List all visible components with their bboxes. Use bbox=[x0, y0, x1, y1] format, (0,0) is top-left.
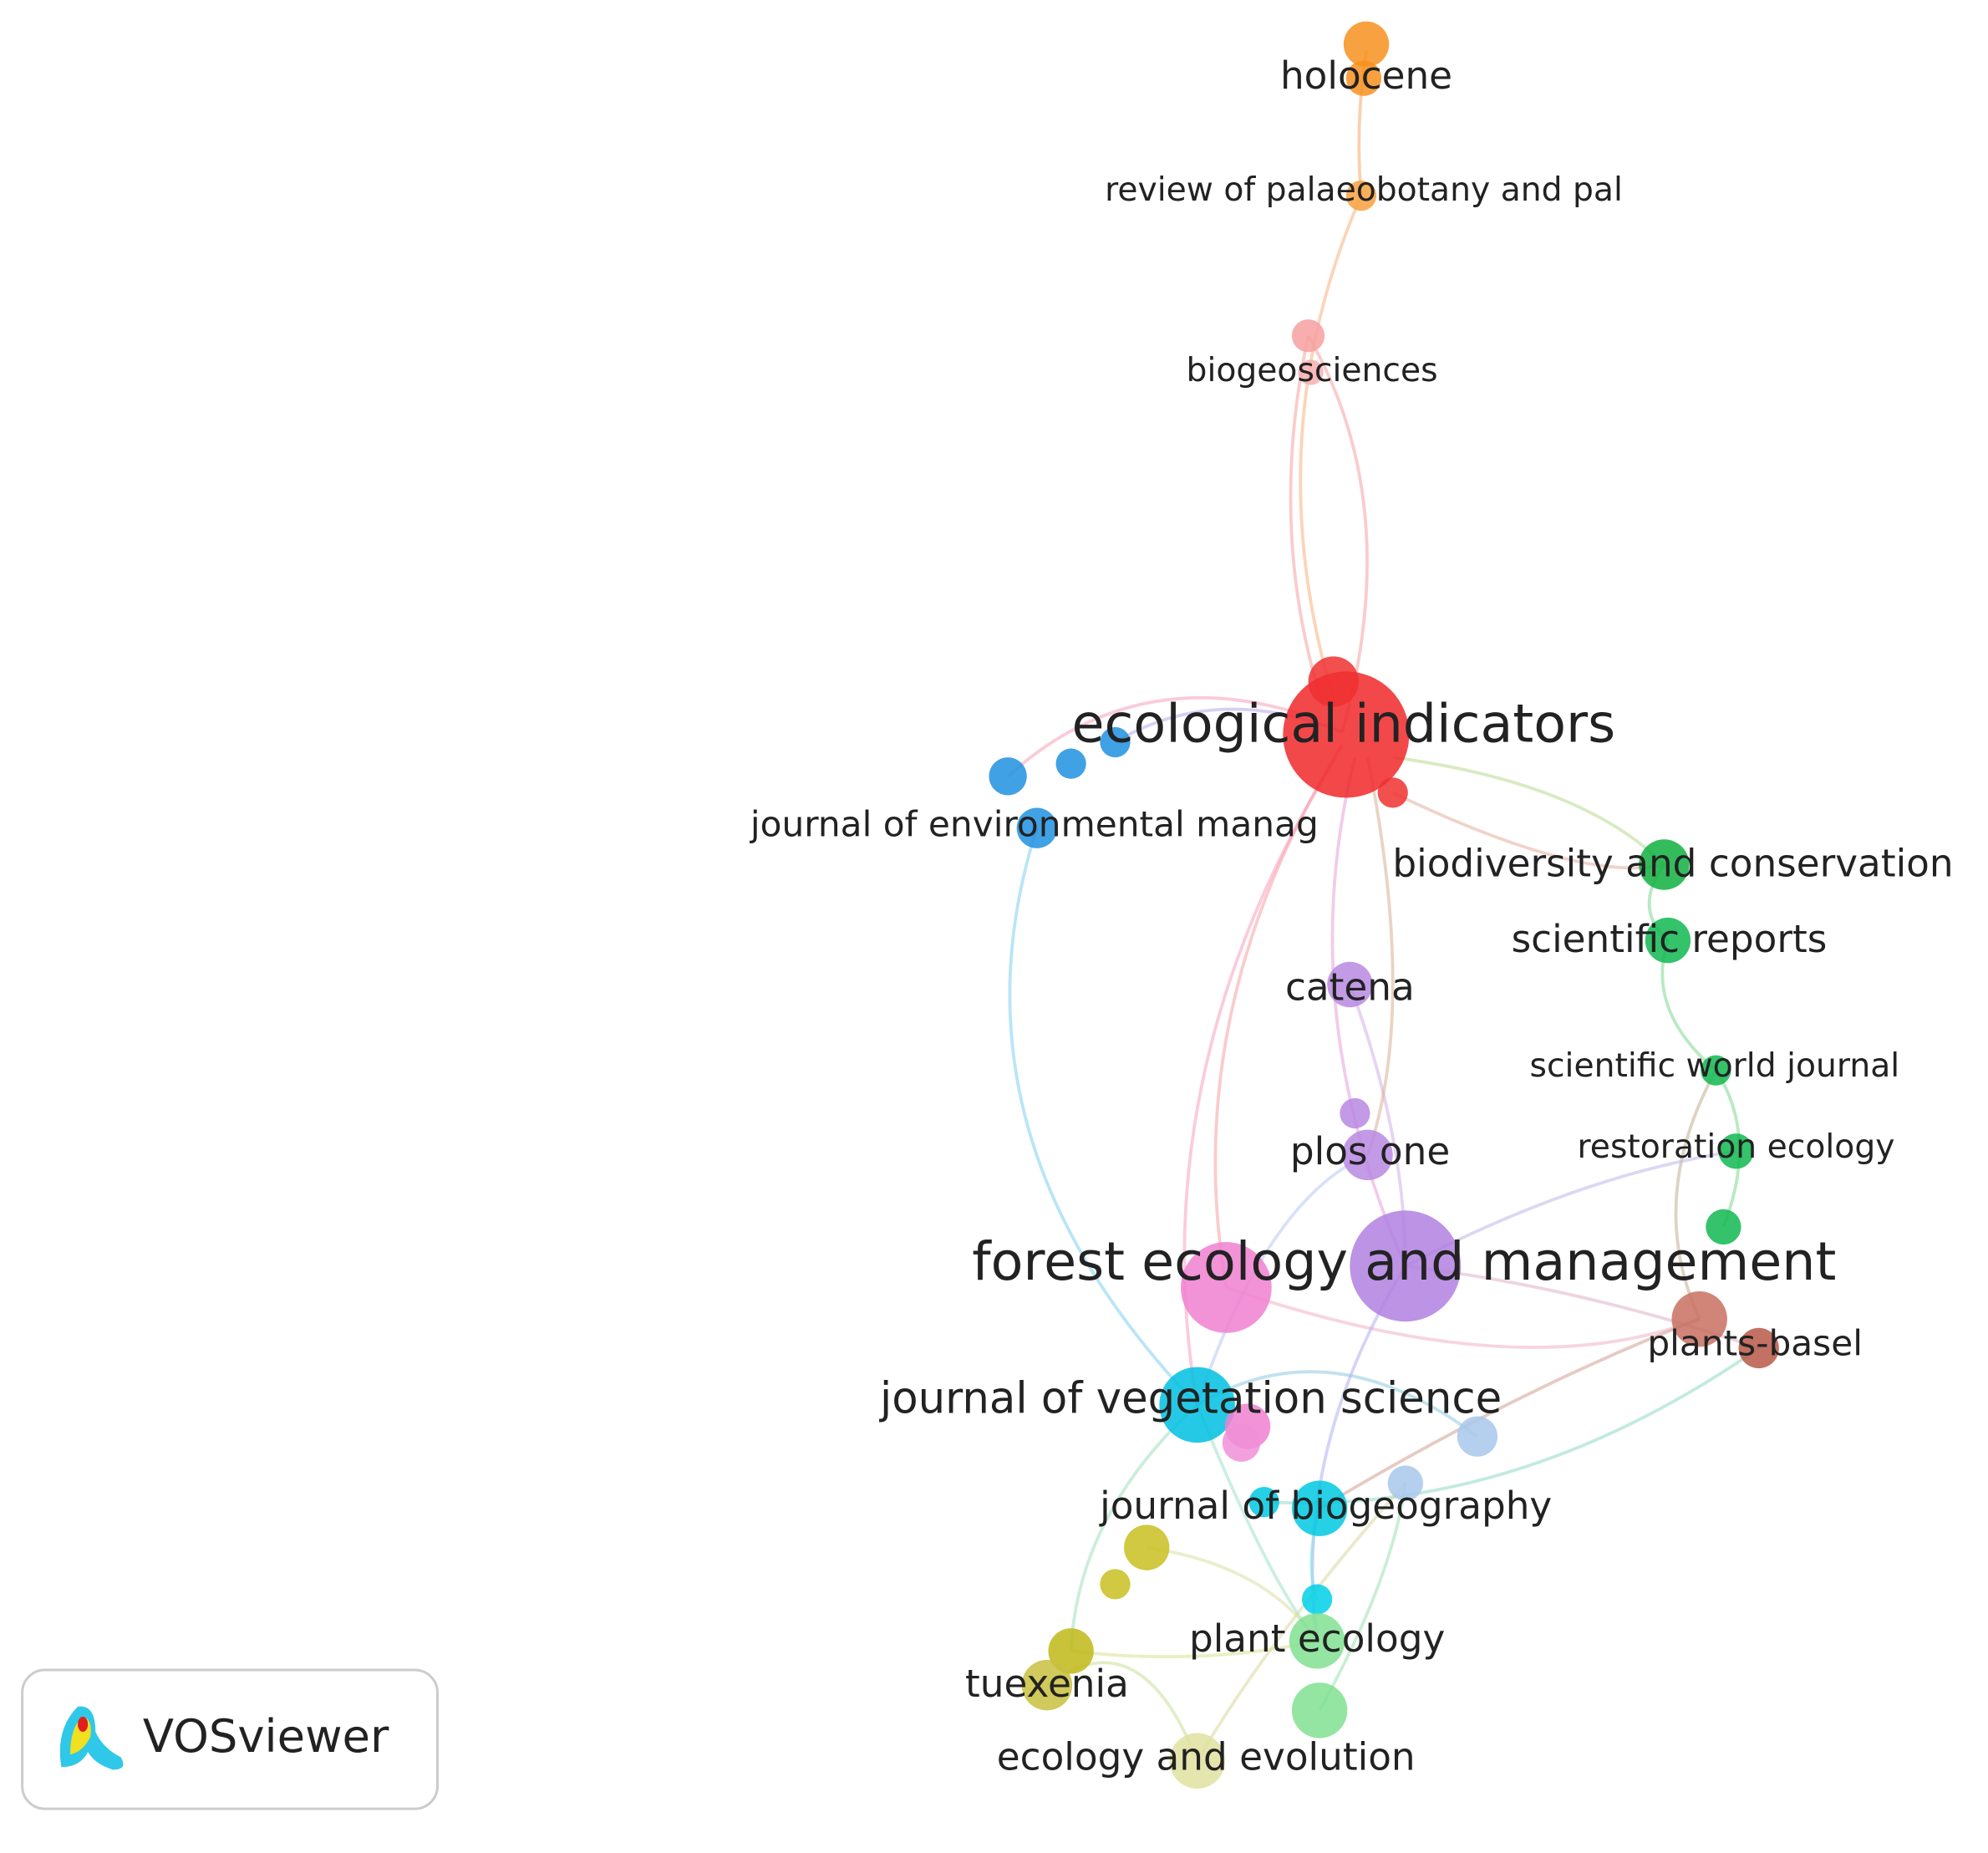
node-label: plant ecology bbox=[1189, 1616, 1445, 1661]
node bbox=[1671, 1290, 1727, 1347]
node bbox=[1387, 1465, 1423, 1501]
edge bbox=[1310, 1265, 1407, 1642]
node bbox=[1308, 656, 1359, 707]
edge bbox=[1306, 334, 1369, 733]
node bbox=[1159, 1367, 1235, 1443]
edge bbox=[1069, 1403, 1198, 1652]
node bbox=[1639, 839, 1690, 890]
node bbox=[1021, 1659, 1073, 1711]
node-label: review of palaeobotany and pal bbox=[1105, 171, 1623, 209]
node bbox=[1291, 319, 1325, 353]
edge bbox=[1289, 335, 1325, 708]
edge bbox=[1196, 1482, 1407, 1762]
node-label: plants-basel bbox=[1647, 1322, 1863, 1363]
node-label: ecology and evolution bbox=[997, 1735, 1416, 1779]
edge bbox=[1318, 1483, 1407, 1712]
node bbox=[1340, 1097, 1370, 1129]
nodes bbox=[989, 21, 1779, 1789]
node bbox=[989, 757, 1027, 796]
node-label: journal of environmental manag bbox=[750, 804, 1319, 845]
node bbox=[1283, 671, 1410, 798]
node bbox=[1055, 748, 1086, 779]
node bbox=[1100, 726, 1131, 758]
node-label: scientific reports bbox=[1512, 917, 1828, 961]
node bbox=[1100, 1569, 1131, 1600]
node bbox=[1181, 1242, 1272, 1333]
node-label: journal of vegetation science bbox=[879, 1373, 1502, 1423]
edge bbox=[1266, 1346, 1760, 1505]
edge bbox=[1195, 1153, 1369, 1406]
node-label: journal of biogeography bbox=[1099, 1484, 1552, 1528]
node-label: holocene bbox=[1280, 53, 1452, 98]
node-label: biogeosciences bbox=[1187, 352, 1438, 389]
logo-text: VOSviewer bbox=[143, 1710, 389, 1763]
node-label: plos one bbox=[1290, 1129, 1450, 1173]
edge bbox=[1319, 1317, 1701, 1510]
edge bbox=[1006, 695, 1318, 778]
node bbox=[1457, 1416, 1498, 1457]
node bbox=[1350, 1210, 1462, 1322]
node bbox=[1645, 917, 1691, 964]
node bbox=[1706, 1209, 1741, 1245]
node-label: biodiversity and conservation bbox=[1392, 842, 1953, 886]
node bbox=[1291, 1682, 1348, 1738]
node bbox=[1327, 961, 1373, 1008]
node bbox=[1248, 1487, 1279, 1518]
node-label: ecological indicators bbox=[1072, 692, 1616, 754]
node-label: scientific world journal bbox=[1530, 1047, 1900, 1085]
node bbox=[1377, 777, 1408, 808]
edge bbox=[1225, 1285, 1701, 1349]
node bbox=[1738, 1327, 1779, 1369]
edge bbox=[1674, 1069, 1717, 1320]
edge bbox=[1182, 756, 1338, 1406]
node bbox=[1289, 1613, 1345, 1669]
node bbox=[1301, 1584, 1333, 1615]
node bbox=[1016, 807, 1058, 848]
node bbox=[1124, 1525, 1170, 1570]
labels: holocene review of palaeobotany and pal … bbox=[750, 53, 1954, 1779]
edge bbox=[1008, 827, 1199, 1407]
node-label: catena bbox=[1285, 965, 1415, 1010]
edge bbox=[1196, 1370, 1479, 1438]
node-label: tuexenia bbox=[965, 1662, 1129, 1706]
node bbox=[1345, 60, 1382, 96]
edge bbox=[1365, 756, 1395, 1156]
logo-box bbox=[21, 1668, 440, 1810]
node bbox=[1343, 21, 1390, 68]
node-label: restoration ecology bbox=[1578, 1128, 1895, 1166]
node bbox=[1718, 1133, 1754, 1169]
edge bbox=[1330, 756, 1407, 1267]
node bbox=[1345, 180, 1377, 211]
node bbox=[1048, 1628, 1094, 1674]
node-label: forest ecology and management bbox=[972, 1230, 1836, 1292]
node bbox=[1222, 1423, 1261, 1462]
node bbox=[1169, 1733, 1225, 1789]
node bbox=[1342, 1129, 1393, 1181]
logo-icon bbox=[59, 1706, 124, 1770]
logo-icon bbox=[78, 1716, 89, 1733]
edge bbox=[1299, 195, 1363, 708]
edge bbox=[1070, 1639, 1318, 1659]
node bbox=[1291, 1480, 1348, 1536]
node bbox=[1701, 1055, 1731, 1086]
edge bbox=[1392, 756, 1665, 866]
vosviewer-logo: VOSviewer bbox=[21, 1668, 440, 1810]
node bbox=[1298, 359, 1324, 385]
